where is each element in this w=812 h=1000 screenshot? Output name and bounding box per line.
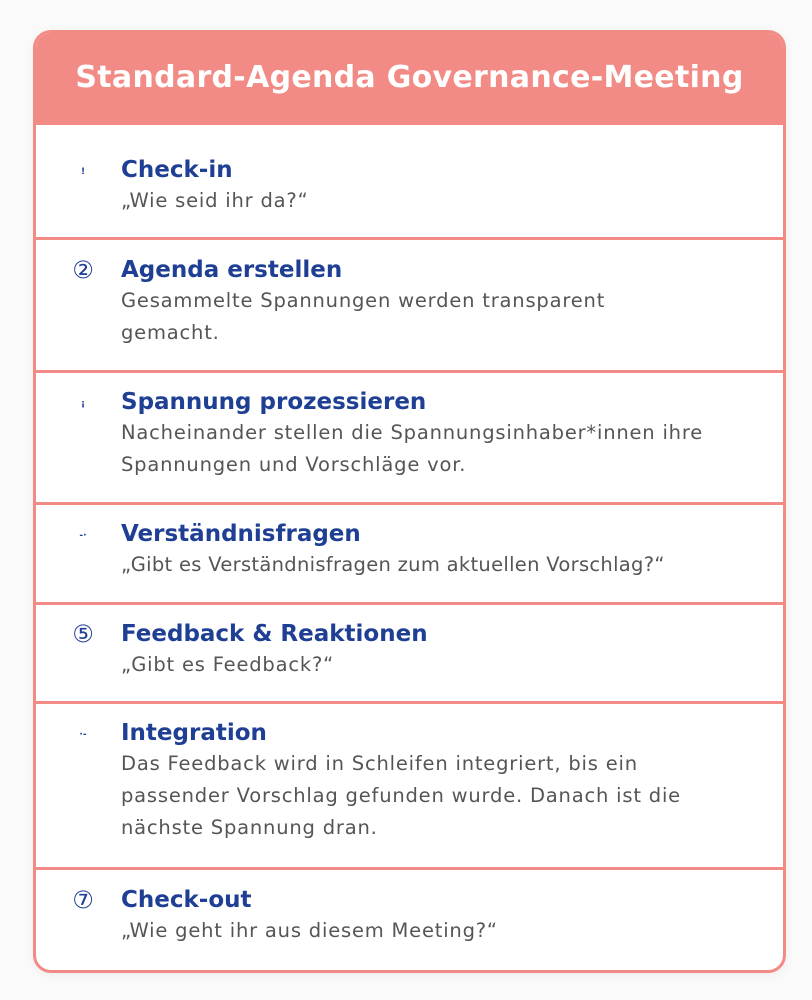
step-description: „Wie seid ihr da?“ xyxy=(121,189,309,212)
step-number-icon: ! xyxy=(80,167,86,177)
agenda-step: ⑤ Feedback & Reaktionen „Gibt es Feedbac… xyxy=(36,602,783,701)
agenda-step: ⑦ Check-out „Wie geht ihr aus diesem Mee… xyxy=(36,867,783,967)
agenda-step: ·- Integration Das Feedback wird in Schl… xyxy=(36,701,783,867)
agenda-step: -· Verständnisfragen „Gibt es Verständni… xyxy=(36,502,783,602)
agenda-card: Standard-Agenda Governance-Meeting ! Che… xyxy=(33,30,786,973)
step-title: Check-in xyxy=(121,157,233,183)
card-header: Standard-Agenda Governance-Meeting xyxy=(36,33,783,122)
step-description: Gesammelte Spannungen werden transparent… xyxy=(121,289,606,344)
step-description: „Gibt es Verständnisfragen zum aktuellen… xyxy=(121,553,665,576)
step-number-icon: ② xyxy=(72,256,94,284)
step-title: Check-out xyxy=(121,887,252,913)
step-description: Das Feedback wird in Schleifen integrier… xyxy=(121,752,681,839)
agenda-step: ② Agenda erstellen Gesammelte Spannungen… xyxy=(36,237,783,370)
step-title: Spannung prozessieren xyxy=(121,389,427,415)
step-number-icon: ⑦ xyxy=(72,886,94,914)
step-number-icon: ¡ xyxy=(80,399,86,409)
step-number-icon: ·- xyxy=(79,730,87,740)
agenda-step: ¡ Spannung prozessieren Nacheinander ste… xyxy=(36,370,783,502)
agenda-step: ! Check-in „Wie seid ihr da?“ xyxy=(36,122,783,237)
agenda-title: Standard-Agenda Governance-Meeting xyxy=(75,60,744,95)
step-number-icon: ⑤ xyxy=(72,620,94,648)
step-title: Verständnisfragen xyxy=(121,521,361,547)
step-title: Agenda erstellen xyxy=(121,257,343,283)
step-description: „Wie geht ihr aus diesem Meeting?“ xyxy=(121,919,498,942)
step-title: Integration xyxy=(121,720,267,746)
step-title: Feedback & Reaktionen xyxy=(121,621,428,647)
step-number-icon: -· xyxy=(79,531,87,541)
step-description: Nacheinander stellen die Spannungsinhabe… xyxy=(121,421,704,476)
step-description: „Gibt es Feedback?“ xyxy=(121,653,335,676)
